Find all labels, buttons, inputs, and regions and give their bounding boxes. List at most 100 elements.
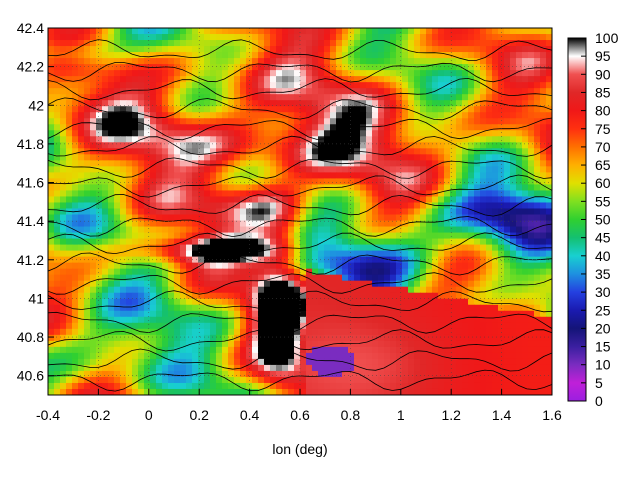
heatmap-cell bbox=[306, 340, 313, 348]
heatmap-cell bbox=[426, 376, 433, 384]
heatmap-cell bbox=[510, 304, 517, 312]
heatmap-cell bbox=[132, 58, 139, 65]
heatmap-cell bbox=[270, 154, 277, 161]
heatmap-cell bbox=[330, 322, 337, 330]
heatmap-cell bbox=[366, 364, 373, 372]
heatmap-cell bbox=[492, 220, 499, 228]
heatmap-cell bbox=[366, 244, 373, 252]
heatmap-cell bbox=[486, 352, 493, 360]
heatmap-cell bbox=[90, 328, 97, 336]
heatmap-cell bbox=[246, 238, 253, 246]
heatmap-cell bbox=[318, 136, 325, 143]
heatmap-cell bbox=[432, 118, 439, 125]
heatmap-cell bbox=[48, 142, 55, 149]
heatmap-cell bbox=[354, 376, 361, 384]
heatmap-cell bbox=[498, 298, 505, 306]
heatmap-cell bbox=[414, 286, 421, 294]
heatmap-cell bbox=[138, 382, 145, 390]
heatmap-cell bbox=[336, 214, 343, 222]
heatmap-cell bbox=[108, 34, 115, 41]
heatmap-cell bbox=[420, 184, 427, 192]
heatmap-cell bbox=[78, 238, 85, 246]
heatmap-cell bbox=[168, 244, 175, 252]
heatmap-cell bbox=[114, 76, 121, 83]
heatmap-cell bbox=[510, 130, 517, 137]
heatmap-cell bbox=[510, 250, 517, 258]
heatmap-cell bbox=[120, 280, 127, 288]
heatmap-cell bbox=[114, 286, 121, 294]
heatmap-cell bbox=[108, 70, 115, 77]
heatmap-cell bbox=[132, 316, 139, 324]
heatmap-cell bbox=[84, 148, 91, 155]
heatmap-cell bbox=[258, 280, 265, 288]
heatmap-cell bbox=[324, 40, 331, 47]
heatmap-cell bbox=[330, 106, 337, 113]
heatmap-cell bbox=[246, 226, 253, 234]
heatmap-cell bbox=[156, 334, 163, 342]
heatmap-cell bbox=[54, 250, 61, 258]
heatmap-cell bbox=[264, 316, 271, 324]
heatmap-cell bbox=[492, 340, 499, 348]
heatmap-cell bbox=[306, 298, 313, 306]
heatmap-cell bbox=[156, 124, 163, 131]
heatmap-cell bbox=[504, 328, 511, 336]
heatmap-cell bbox=[318, 34, 325, 41]
heatmap-cell bbox=[516, 208, 523, 216]
heatmap-cell bbox=[48, 328, 55, 336]
heatmap-cell bbox=[210, 118, 217, 125]
heatmap-cell bbox=[138, 244, 145, 252]
heatmap-cell bbox=[324, 166, 331, 173]
heatmap-cell bbox=[390, 328, 397, 336]
heatmap-cell bbox=[294, 76, 301, 83]
heatmap-cell bbox=[510, 274, 517, 282]
heatmap-cell bbox=[48, 112, 55, 119]
heatmap-cell bbox=[300, 112, 307, 119]
heatmap-cell bbox=[546, 208, 552, 216]
heatmap-cell bbox=[174, 334, 181, 342]
heatmap-cell bbox=[528, 238, 535, 246]
heatmap-cell bbox=[144, 70, 151, 77]
heatmap-cell bbox=[360, 370, 367, 378]
heatmap-cell bbox=[288, 328, 295, 336]
heatmap-cell bbox=[396, 154, 403, 161]
heatmap-cell bbox=[378, 352, 385, 360]
heatmap-cell bbox=[354, 76, 361, 83]
heatmap-cell bbox=[228, 28, 235, 35]
heatmap-cell bbox=[546, 352, 552, 360]
heatmap-cell bbox=[96, 364, 103, 372]
heatmap-cell bbox=[486, 346, 493, 354]
heatmap-cell bbox=[396, 334, 403, 342]
heatmap-cell bbox=[540, 316, 547, 324]
heatmap-cell bbox=[108, 46, 115, 53]
heatmap-cell bbox=[384, 46, 391, 53]
heatmap-cell bbox=[318, 70, 325, 77]
heatmap-cell bbox=[186, 328, 193, 336]
heatmap-cell bbox=[84, 166, 91, 173]
heatmap-cell bbox=[354, 190, 361, 198]
heatmap-cell bbox=[294, 346, 301, 354]
heatmap-cell bbox=[66, 328, 73, 336]
heatmap-cell bbox=[126, 220, 133, 228]
heatmap-cell bbox=[198, 52, 205, 59]
heatmap-cell bbox=[426, 100, 433, 107]
heatmap-cell bbox=[540, 328, 547, 336]
heatmap-cell bbox=[108, 334, 115, 342]
heatmap-cell bbox=[174, 178, 181, 186]
heatmap-cell bbox=[174, 58, 181, 65]
heatmap-cell bbox=[324, 64, 331, 71]
heatmap-cell bbox=[408, 262, 415, 270]
heatmap-cell bbox=[420, 172, 427, 180]
heatmap-cell bbox=[258, 136, 265, 143]
heatmap-cell bbox=[408, 106, 415, 113]
heatmap-cell bbox=[228, 196, 235, 204]
heatmap-cell bbox=[498, 58, 505, 65]
heatmap-cell bbox=[384, 322, 391, 330]
heatmap-cell bbox=[306, 316, 313, 324]
heatmap-cell bbox=[510, 64, 517, 71]
heatmap-cell bbox=[270, 298, 277, 306]
heatmap-cell bbox=[54, 352, 61, 360]
heatmap-cell bbox=[234, 274, 241, 282]
heatmap-cell bbox=[324, 214, 331, 222]
heatmap-cell bbox=[216, 274, 223, 282]
heatmap-cell bbox=[204, 238, 211, 246]
